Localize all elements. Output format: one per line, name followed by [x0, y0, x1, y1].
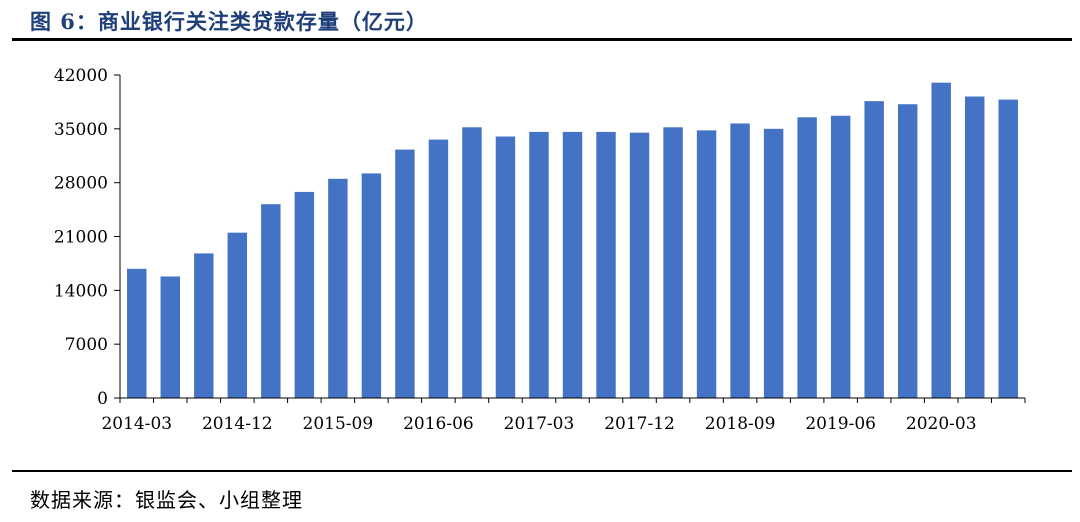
y-tick-label: 14000 [54, 281, 108, 301]
x-tick-label: 2019-06 [805, 414, 876, 434]
y-tick-label: 42000 [54, 66, 108, 86]
y-tick-label: 35000 [54, 120, 108, 140]
y-tick-label: 28000 [54, 174, 108, 194]
y-tick-label: 0 [97, 389, 108, 409]
source-note: 数据来源：银监会、小组整理 [30, 488, 303, 512]
figure-title: 图 6：商业银行关注类贷款存量（亿元） [30, 9, 428, 34]
x-tick-label: 2014-03 [101, 414, 172, 434]
bar [931, 82, 951, 398]
bar [529, 131, 549, 398]
bar [696, 130, 717, 398]
x-tick-label: 2015-09 [303, 414, 374, 434]
bar [127, 268, 147, 398]
bar [763, 128, 784, 398]
bar [294, 191, 315, 398]
bar [897, 104, 918, 398]
bar [428, 139, 449, 398]
x-tick-label: 2017-03 [504, 414, 575, 434]
y-tick-label: 7000 [65, 335, 108, 355]
bar [596, 131, 616, 398]
y-tick-label: 21000 [54, 228, 108, 248]
bar [864, 101, 884, 399]
bar-series [127, 82, 1018, 399]
bar [395, 149, 415, 398]
x-tick-label: 2014-12 [202, 414, 273, 434]
x-axis: 2014-03 2014-12 2015-09 2016-06 2017-03 2017-… [101, 397, 1026, 434]
bottom-divider [12, 470, 1072, 472]
x-tick-label: 2017-12 [604, 414, 675, 434]
bar [227, 232, 248, 398]
bar [160, 276, 180, 398]
top-divider [12, 38, 1072, 41]
bar [194, 253, 214, 398]
bar [730, 123, 750, 398]
bar [361, 173, 382, 398]
x-tick-label: 2018-09 [705, 414, 776, 434]
bar [830, 115, 851, 398]
bar [998, 99, 1018, 399]
bar [462, 127, 482, 399]
bar [629, 132, 650, 398]
x-tick-label: 2016-06 [403, 414, 474, 434]
bar [965, 96, 985, 398]
x-tick-label: 2020-03 [906, 414, 977, 434]
bar [797, 117, 817, 399]
bar [663, 127, 683, 399]
bar [328, 178, 348, 398]
y-axis: 0 7000 14000 21000 28000 35000 42000 [54, 66, 121, 409]
bar [562, 131, 583, 398]
bar [495, 136, 516, 398]
bar [261, 204, 281, 398]
